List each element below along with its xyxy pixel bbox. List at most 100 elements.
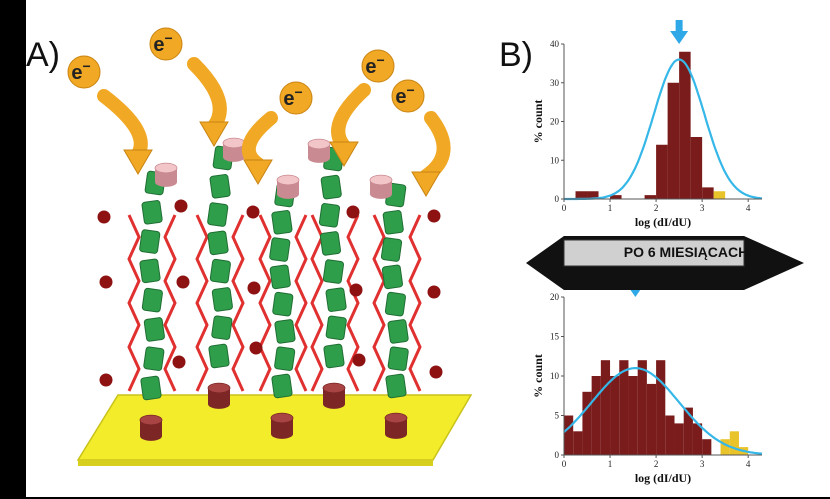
peptide-chain — [127, 162, 178, 441]
x-tick-label: 1 — [608, 203, 613, 213]
panel-a-diagram: e−e−e−e−e− — [67, 27, 473, 466]
anchor-group — [322, 382, 346, 409]
head-group-top — [154, 162, 178, 174]
head-group-bottom — [155, 177, 177, 187]
histogram-bar — [637, 360, 647, 455]
electron: e− — [67, 55, 101, 89]
head-group-bottom — [277, 189, 299, 199]
peptide-chain — [195, 137, 246, 409]
anchor-group-bottom — [385, 429, 407, 439]
electron-transfer-arrow — [329, 83, 371, 167]
anchor-group — [207, 382, 231, 409]
anchor-group-top — [139, 414, 163, 426]
y-tick-label: 5 — [555, 411, 560, 421]
peptide-unit — [209, 258, 231, 284]
histogram-bar — [713, 191, 726, 199]
histogram-bar — [591, 376, 601, 455]
anchor-group — [384, 412, 408, 439]
electron: e− — [149, 27, 183, 61]
peptide-unit — [211, 287, 233, 312]
counter-ion — [172, 355, 186, 369]
peptide-unit — [274, 346, 296, 371]
peptide-unit — [271, 210, 293, 235]
arrow-head — [243, 159, 273, 185]
histogram-bar — [619, 360, 629, 455]
peptide-unit — [271, 373, 293, 399]
electron: e− — [391, 79, 425, 113]
head-group — [222, 137, 246, 162]
y-axis-label: % count — [531, 100, 545, 144]
histogram-bar — [702, 439, 712, 455]
peptide-unit — [387, 319, 409, 344]
arrow-shaft — [419, 111, 451, 183]
electron-transfer-arrow — [241, 111, 278, 185]
peptide-unit — [141, 287, 163, 313]
peptide-unit — [209, 174, 231, 199]
counter-ion — [349, 283, 363, 297]
peptide-unit — [384, 291, 407, 317]
alkyl-chain — [346, 214, 360, 392]
counter-ion — [346, 205, 360, 219]
histogram-bar — [729, 431, 739, 455]
head-group-bottom — [370, 189, 392, 199]
histogram-bar — [692, 423, 703, 455]
head-group — [154, 162, 178, 187]
peptide-unit — [207, 230, 229, 256]
counter-ion — [429, 365, 443, 379]
histogram-bar — [656, 144, 668, 199]
peptide-unit — [141, 200, 163, 225]
peptide-unit — [143, 317, 165, 342]
x-tick-label: 4 — [746, 459, 751, 469]
peptide-unit — [211, 315, 233, 340]
arrow-head — [199, 121, 229, 147]
head-group-bottom — [223, 152, 245, 162]
histogram-bar — [573, 431, 583, 455]
electron-ball — [149, 27, 183, 61]
head-group-top — [222, 137, 246, 149]
x-tick-label: 2 — [654, 203, 659, 213]
x-tick-label: 3 — [700, 459, 705, 469]
x-tick-label: 1 — [608, 459, 613, 469]
peptide-unit — [208, 343, 230, 369]
histogram-bar — [683, 407, 693, 455]
counter-ion — [174, 199, 188, 213]
head-group-top — [369, 174, 393, 186]
electron-ball — [361, 49, 395, 83]
peptide-unit — [318, 203, 341, 228]
counter-ion — [99, 373, 113, 387]
peptide-unit — [322, 259, 345, 284]
y-tick-label: 10 — [550, 155, 560, 165]
histogram-bar — [628, 376, 638, 455]
alkyl-chain — [127, 214, 141, 392]
histogram-bar — [600, 360, 611, 455]
x-tick-label: 0 — [562, 459, 567, 469]
arrow-head — [411, 171, 441, 197]
histogram-bar — [644, 195, 657, 199]
head-group — [369, 174, 393, 199]
peptide-unit — [385, 373, 407, 399]
electron: e− — [279, 81, 313, 115]
counter-ion — [249, 341, 263, 355]
electron-ball — [67, 55, 101, 89]
gaussian-fit-line — [564, 58, 763, 201]
histogram-bar — [702, 187, 714, 199]
electron: e− — [361, 49, 395, 83]
histogram-bar — [575, 191, 588, 199]
histogram-bar — [582, 391, 592, 455]
histogram-bar — [656, 360, 666, 455]
figure-panel: e− e− e− e− e− 0 1 2 3 4 0 10 20 30 40 log (dI/dU)% cou… — [26, 0, 830, 497]
head-group-bottom — [308, 153, 330, 163]
alkyl-chain — [163, 214, 177, 392]
time-banner — [526, 236, 804, 290]
anchor-group-bottom — [271, 429, 293, 439]
peptide-chain — [307, 138, 360, 409]
peptide-unit — [325, 315, 347, 341]
gaussian-fit-line — [563, 367, 763, 455]
peptide-unit — [269, 264, 291, 290]
y-tick-label: 15 — [550, 332, 560, 342]
counter-ion — [97, 210, 111, 224]
anchor-group — [139, 414, 163, 441]
peptide-chain — [258, 174, 308, 439]
